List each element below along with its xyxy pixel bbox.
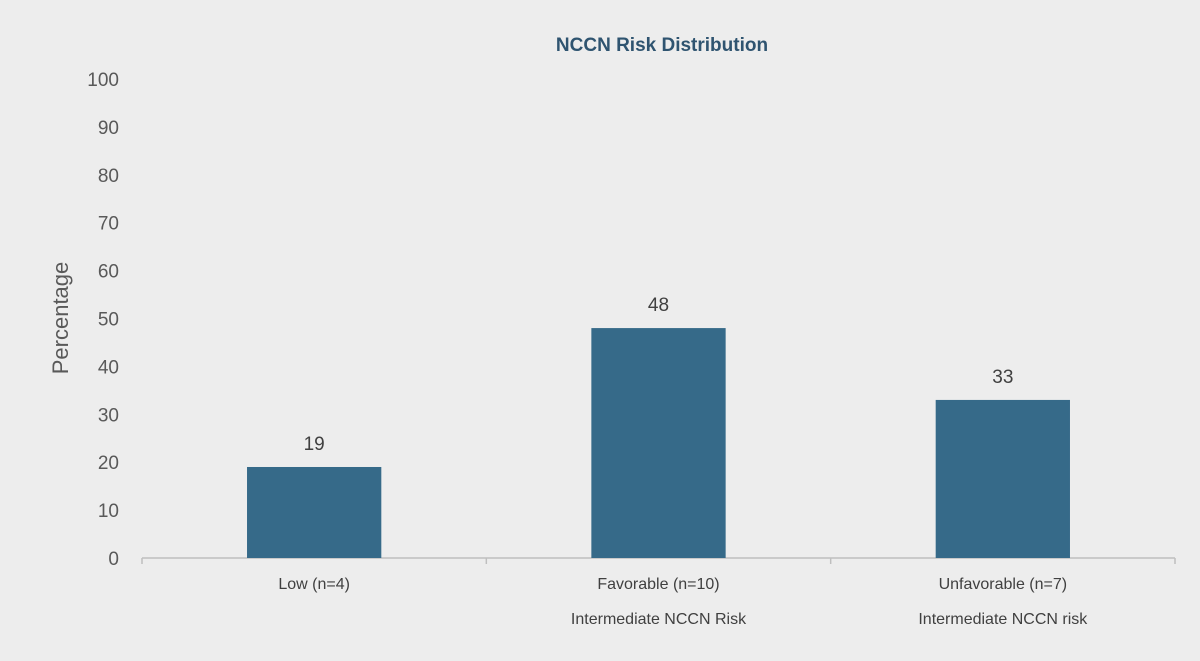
y-tick-label: 0 <box>108 549 119 570</box>
category-label: Low (n=4) <box>278 576 350 593</box>
y-tick-label: 20 <box>98 453 119 474</box>
y-axis-label: Percentage <box>48 262 73 375</box>
bar <box>247 466 382 558</box>
y-tick-label: 30 <box>98 405 119 426</box>
bar <box>935 399 1070 558</box>
category-labels: Low (n=4) Favorable (n=10) Intermediate NC… <box>278 576 1088 628</box>
x-axis <box>141 557 1176 564</box>
y-tick-label: 40 <box>98 357 119 378</box>
data-label: 48 <box>648 295 669 316</box>
y-tick-label: 80 <box>98 166 119 187</box>
category-label: Favorable (n=10) <box>597 576 719 593</box>
category-sublabel: Intermediate NCCN Risk <box>571 611 747 628</box>
y-tick-label: 50 <box>98 310 119 331</box>
data-label: 19 <box>304 434 325 455</box>
y-axis-ticks: 0 10 20 30 40 50 60 70 80 90 100 <box>87 70 119 570</box>
chart-title: NCCN Risk Distribution <box>556 35 768 56</box>
bars <box>247 328 1070 558</box>
y-tick-label: 90 <box>98 118 119 139</box>
y-tick-label: 10 <box>98 501 119 522</box>
y-tick-label: 70 <box>98 214 119 235</box>
y-tick-label: 60 <box>98 262 119 283</box>
data-label: 33 <box>992 367 1013 388</box>
category-label: Unfavorable (n=7) <box>939 576 1068 593</box>
value-labels: 19 48 33 <box>304 295 1014 455</box>
y-tick-label: 100 <box>87 70 119 91</box>
bar <box>591 328 726 558</box>
category-sublabel: Intermediate NCCN risk <box>918 611 1088 628</box>
